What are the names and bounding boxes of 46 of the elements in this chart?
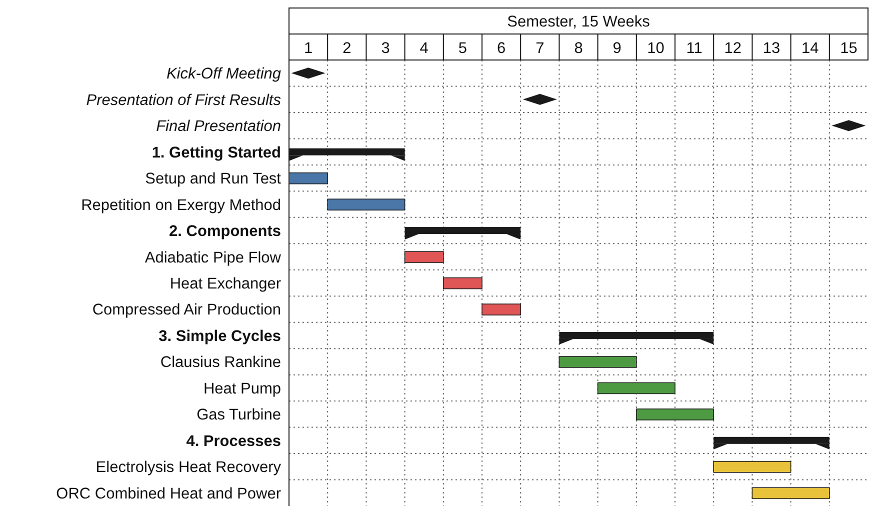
y-tick-label: Heat Exchanger	[170, 276, 281, 292]
y-tick-label: Setup and Run Test	[145, 170, 282, 188]
y-tick-label: Heat Pump	[203, 380, 281, 398]
x-tick-label: 9	[612, 40, 622, 57]
bar	[559, 332, 714, 339]
bar	[752, 487, 830, 500]
bar	[713, 461, 792, 473]
bar	[327, 198, 406, 210]
bar	[597, 382, 676, 394]
y-tick-label: Electrolysis Heat Recovery	[96, 459, 282, 476]
x-tick-label: 14	[801, 40, 820, 57]
y-tick-label: 3. Simple Cycles	[158, 328, 281, 345]
y-tick-label: Final Presentation	[156, 118, 281, 136]
x-tick-label: 4	[420, 40, 429, 57]
y-tick-label: 1. Getting Started	[152, 144, 281, 162]
x-tick-label: 7	[536, 40, 544, 57]
x-tick-label: 11	[686, 40, 702, 57]
bar	[714, 436, 830, 444]
y-tick-label: ORC Combined Heat and Power	[56, 485, 281, 502]
bar	[636, 408, 714, 420]
bar	[288, 172, 328, 184]
x-tick-label: 3	[381, 40, 390, 57]
x-tick-label: 5	[458, 40, 468, 57]
y-tick-label: Presentation of First Results	[86, 92, 282, 109]
y-tick-label: 2. Components	[169, 223, 281, 240]
x-tick-label: 15	[840, 40, 858, 57]
bar	[482, 304, 521, 316]
y-tick-label: Compressed Air Production	[92, 302, 281, 319]
x-tick-label: 1	[304, 40, 313, 57]
x-tick-label: 12	[724, 40, 742, 57]
bar	[558, 356, 637, 368]
x-tick-label: 8	[574, 40, 583, 57]
x-tick-label: 6	[496, 40, 506, 57]
bar	[404, 227, 521, 234]
y-tick-label: Clausius Rankine	[160, 354, 281, 372]
x-tick-label: 10	[647, 40, 665, 57]
y-tick-label: 4. Processes	[186, 432, 281, 450]
bar	[443, 277, 482, 290]
y-tick-label: Gas Turbine	[196, 406, 281, 424]
bar	[404, 251, 444, 263]
x-tick-label: 13	[762, 40, 780, 57]
y-tick-label: Kick-Off Meeting	[166, 66, 282, 83]
x-axis-title: Semester, 15 Weeks	[507, 14, 650, 30]
y-tick-label: Adiabatic Pipe Flow	[144, 249, 282, 266]
y-tick-label: Repetition on Exergy Method	[81, 196, 281, 214]
x-tick-label: 2	[342, 40, 352, 57]
